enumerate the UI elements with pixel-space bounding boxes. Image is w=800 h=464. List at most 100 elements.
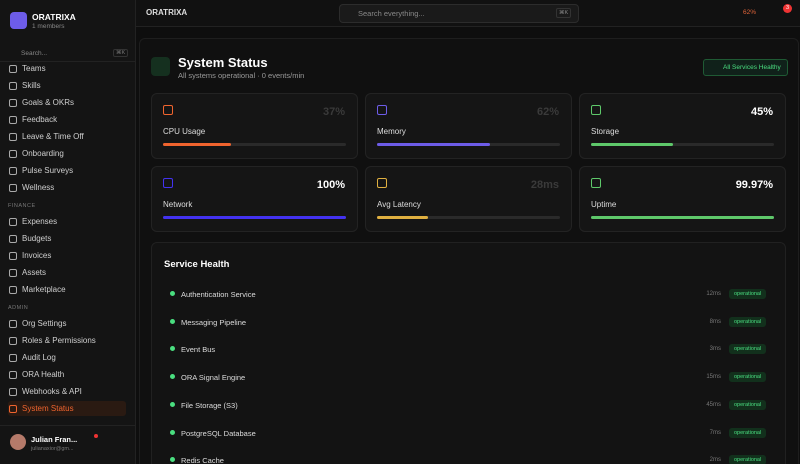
metric-value: 62% — [536, 106, 559, 118]
nav-item[interactable]: ORA Health — [8, 367, 126, 382]
service-title: Service Health — [164, 259, 230, 270]
metric-icon — [163, 105, 173, 115]
nav-item[interactable]: Org Settings — [8, 316, 126, 331]
page-title: System Status — [178, 55, 268, 70]
divider — [0, 61, 135, 62]
nav: Teams Skills Goals & OKRs Feedback Leave & T… — [0, 62, 135, 424]
status-dot — [170, 318, 175, 324]
service-name[interactable]: Authentication Service — [181, 290, 256, 299]
progress-fill — [591, 143, 674, 146]
service-status: operational — [729, 289, 767, 299]
notification-badge[interactable]: 3 — [783, 4, 792, 13]
progress-track — [591, 216, 774, 219]
service-status: operational — [729, 427, 767, 438]
divider — [0, 425, 135, 426]
status-dot — [170, 429, 175, 435]
metric-label: Storage — [591, 127, 620, 136]
metric-label: Memory — [377, 127, 406, 136]
workspace-members: 1 members — [32, 23, 65, 30]
nav-item[interactable]: Goals & OKRs — [8, 95, 126, 110]
service-name[interactable]: Event Bus — [181, 345, 216, 355]
header-icon — [151, 57, 170, 76]
progress-track — [163, 216, 346, 219]
service-latency: 8ms — [709, 318, 721, 325]
metric-card: 62% Memory — [365, 93, 572, 159]
nav-item[interactable]: Roles & Permissions — [8, 333, 126, 348]
metric-card: 28ms Avg Latency — [365, 166, 572, 232]
progress-fill — [377, 216, 429, 219]
metric-label: CPU Usage — [163, 127, 206, 136]
battery: 62% — [743, 9, 757, 16]
global-search[interactable]: Search everything... ⌘K — [339, 4, 579, 23]
metric-icon — [377, 178, 387, 188]
service-status: operational — [729, 344, 767, 355]
nav-item[interactable]: Pulse Surveys — [8, 163, 126, 178]
service-status: operational — [729, 372, 767, 383]
section-title: ADMIN — [8, 305, 29, 311]
service-latency: 15ms — [706, 374, 721, 381]
service-name[interactable]: File Storage (S3) — [181, 400, 238, 410]
section-title: FINANCE — [8, 203, 36, 209]
service-latency: 2ms — [709, 457, 721, 464]
nav-item[interactable]: Leave & Time Off — [8, 129, 126, 144]
user-name[interactable]: Julian Fran... — [31, 435, 78, 444]
progress-fill — [163, 216, 346, 219]
avatar — [10, 434, 26, 450]
progress-fill — [591, 216, 774, 219]
topbar-title: ORATRIXA — [146, 8, 188, 17]
nav-item[interactable]: System Status — [8, 401, 126, 416]
sidebar: ORATRIXA 1 members Search... ⌘K Teams Skills G… — [0, 0, 136, 464]
progress-track — [377, 216, 560, 219]
nav-item[interactable]: Teams — [8, 62, 126, 76]
service-latency: 45ms — [706, 401, 721, 408]
nav-item[interactable]: Marketplace — [8, 282, 126, 297]
sidebar-search[interactable]: Search... — [21, 50, 48, 57]
progress-track — [377, 143, 560, 146]
nav-item[interactable]: Skills — [8, 78, 126, 93]
nav-item[interactable]: Assets — [8, 265, 126, 280]
status-dot — [170, 401, 175, 407]
service-latency: 3ms — [709, 346, 721, 353]
service-latency: 12ms — [706, 291, 721, 297]
nav-item[interactable]: Feedback — [8, 112, 126, 127]
nav-item[interactable]: Webhooks & API — [8, 384, 126, 399]
workspace-logo — [10, 12, 27, 29]
search-shortcut: ⌘K — [556, 8, 572, 18]
sidebar-shortcut: ⌘K — [113, 49, 129, 57]
service-name[interactable]: Redis Cache — [181, 456, 224, 464]
service-name[interactable]: PostgreSQL Database — [181, 428, 256, 438]
service-panel — [151, 242, 786, 464]
metric-icon — [377, 105, 387, 115]
user-email: julianaxior@gm... — [31, 446, 74, 452]
nav-item[interactable]: Onboarding — [8, 146, 126, 161]
status-badge[interactable]: All Services Healthy — [703, 59, 788, 76]
status-dot — [170, 291, 175, 296]
workspace-name[interactable]: ORATRIXA — [32, 12, 76, 22]
status-dot — [170, 457, 175, 463]
nav-item[interactable]: Audit Log — [8, 350, 126, 365]
nav-item[interactable]: Wellness — [8, 180, 126, 195]
progress-track — [163, 143, 346, 146]
metric-icon — [591, 105, 601, 115]
service-name[interactable]: Messaging Pipeline — [181, 317, 247, 327]
notify-dot — [94, 434, 98, 438]
nav-item[interactable]: Expenses — [8, 214, 126, 229]
metric-label: Avg Latency — [377, 200, 421, 209]
metric-label: Network — [163, 200, 193, 209]
metric-card: 45% Storage — [579, 93, 786, 159]
metric-value: 37% — [322, 106, 345, 118]
metric-icon — [591, 178, 601, 188]
metric-value: 99.97% — [735, 179, 773, 191]
metric-value: 100% — [316, 179, 345, 191]
nav-item[interactable]: Invoices — [8, 248, 126, 263]
metric-value: 45% — [750, 106, 773, 118]
metric-value: 28ms — [530, 179, 559, 191]
progress-fill — [163, 143, 231, 146]
service-name[interactable]: ORA Signal Engine — [181, 373, 246, 383]
metric-card: 99.97% Uptime — [579, 166, 786, 232]
service-latency: 7ms — [709, 429, 721, 436]
nav-item[interactable]: Budgets — [8, 231, 126, 246]
metric-card: 37% CPU Usage — [151, 93, 358, 159]
topbar: ORATRIXA Search everything... ⌘K 62% 3 — [136, 0, 800, 27]
status-dot — [170, 374, 175, 380]
